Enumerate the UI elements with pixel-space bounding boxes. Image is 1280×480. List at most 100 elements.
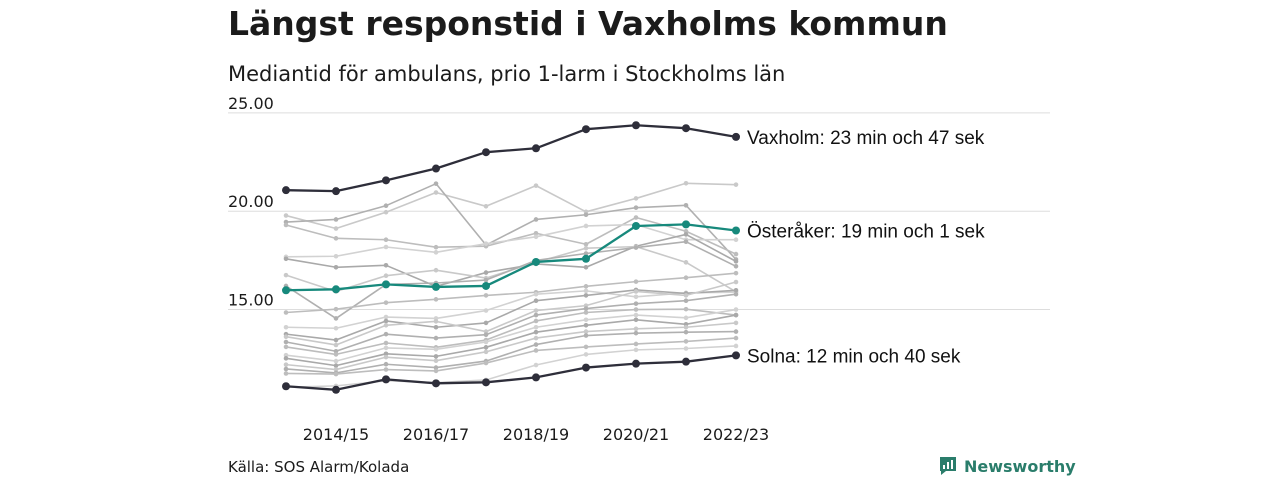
other-series-line [285,223,736,258]
chart-subtitle: Mediantid för ambulans, prio 1-larm i St… [228,62,786,86]
other-series-point [483,270,489,275]
newsworthy-logo: Newsworthy [938,456,1076,476]
other-series-point [383,237,389,243]
other-series-point [483,308,489,313]
other-series-point [283,366,289,372]
other-series-point [433,335,439,341]
other-series-point [333,226,339,231]
other-series-point [333,325,339,331]
other-series-point [383,300,389,305]
other-series-point [733,343,739,349]
series--ster-ker-point [482,281,490,290]
other-series-line [285,272,737,314]
series--ster-ker-line [285,223,737,292]
other-series-point [333,342,339,348]
source-note: Källa: SOS Alarm/Kolada [228,458,410,476]
other-series-point [433,319,439,324]
other-series-point [583,284,589,289]
other-series-point [633,245,639,250]
other-series-point [383,273,389,279]
other-series-point [283,344,289,350]
series-solna-point [682,357,690,366]
series-vaxholm-label: Vaxholm: 23 min och 47 sek [747,128,985,149]
other-series-line [285,314,737,367]
y-tick-label: 20.00 [228,192,274,211]
other-series-point [333,348,339,354]
other-series-point [283,334,289,339]
other-series-point [283,272,289,278]
other-series-point [583,212,589,218]
other-series-point [633,347,639,353]
x-tick-label: 2020/21 [603,425,669,444]
other-series-point [433,267,439,273]
series--ster-ker-point [432,282,440,291]
other-series-point [533,318,539,324]
other-series-point [383,244,389,250]
other-series-point [333,367,339,372]
x-tick-label: 2016/17 [403,425,469,444]
other-series-point [333,217,339,222]
other-series-point [683,339,689,344]
other-series-point [283,352,289,358]
other-series-point [283,213,289,218]
other-series-point [383,318,389,324]
other-series-point [483,345,489,350]
other-series-point [433,181,439,186]
other-series-line [285,308,737,362]
other-series-point [683,298,689,304]
other-series-point [633,312,639,318]
other-series-line [285,322,737,371]
other-series-point [383,322,389,328]
series-vaxholm-point [532,144,540,153]
series--ster-ker-point [332,285,340,294]
other-series-point [283,356,289,361]
other-series-point [483,277,489,283]
series--ster-ker-point [582,254,590,263]
other-series-point [333,264,339,270]
other-series-point [583,241,589,247]
other-series-line [285,182,737,230]
other-series-point [633,196,639,201]
other-series-point [633,330,639,336]
other-series-line [285,289,737,341]
other-series-point [583,251,589,256]
other-series-point [533,329,539,335]
series-vaxholm-line [285,124,737,193]
other-series-point [383,361,389,367]
other-series-line [285,240,737,320]
other-series-point [383,351,389,357]
other-series-point [683,329,689,335]
other-series-point [583,322,589,328]
other-series-point [383,354,389,360]
other-series-line [285,293,737,353]
series-vaxholm-point [632,121,640,130]
other-series-point [733,335,739,341]
series-solna-label: Solna: 12 min och 40 sek [747,346,961,367]
other-series-point [633,326,639,332]
series-solna-point [632,359,640,368]
other-series-point [333,358,339,364]
other-series-point [483,293,489,298]
series--ster-ker-point [632,221,640,230]
other-series-point [683,324,689,330]
series-vaxholm-point [332,187,340,196]
other-series-line [285,330,737,374]
other-series-point [633,301,639,306]
other-series-point [383,203,389,209]
other-series-point [533,335,539,341]
series-solna-point [282,382,290,391]
series--ster-ker-point [732,226,740,235]
series--ster-ker-point [382,280,390,289]
other-series-point [483,320,489,326]
other-series-point [733,270,739,276]
other-series-point [433,250,439,255]
other-series-point [283,371,289,376]
other-series-line [285,345,737,389]
other-series-point [483,241,489,246]
series-solna-point [482,378,490,387]
other-series-point [483,339,489,345]
series-vaxholm-point [582,125,590,134]
other-series-point [583,245,589,251]
series-vaxholm-point [682,124,690,133]
